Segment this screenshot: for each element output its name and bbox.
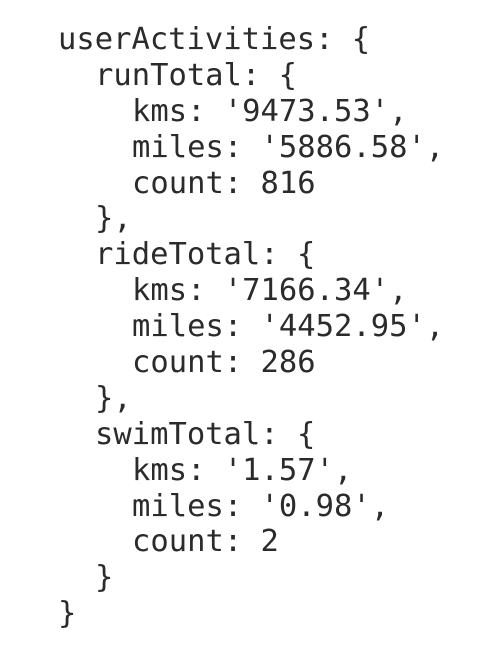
code-line: userActivities: { — [58, 22, 371, 57]
code-line: miles: '5886.58', — [132, 129, 445, 165]
code-line: swimTotal: { — [95, 416, 316, 452]
code-line: } — [58, 596, 77, 632]
code-line: kms: '7166.34', — [132, 273, 408, 309]
code-block: userActivities: {runTotal: {kms: '9473.5… — [58, 22, 444, 632]
code-line: miles: '4452.95', — [132, 309, 445, 345]
code-line: count: 2 — [132, 524, 279, 560]
code-line: count: 286 — [132, 345, 316, 381]
code-line: rideTotal: { — [95, 237, 316, 273]
code-line: runTotal: { — [95, 57, 297, 93]
code-line: kms: '1.57', — [132, 452, 353, 488]
code-line: count: 816 — [132, 165, 316, 201]
code-line: miles: '0.98', — [132, 488, 390, 524]
code-line: }, — [95, 201, 132, 237]
code-line: kms: '9473.53', — [132, 93, 408, 129]
code-line: }, — [95, 380, 132, 416]
code-line: } — [95, 560, 114, 596]
